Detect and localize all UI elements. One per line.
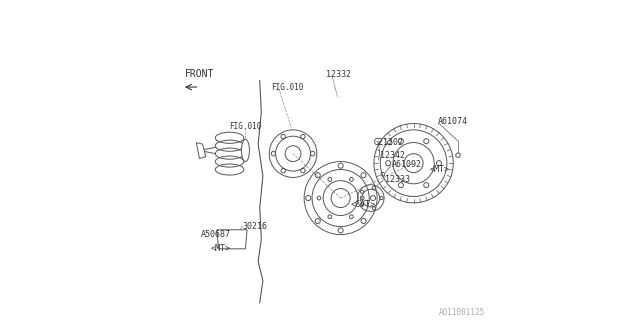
Circle shape	[381, 172, 385, 176]
Text: 12333: 12333	[385, 174, 410, 184]
Circle shape	[218, 232, 223, 237]
Text: FRONT: FRONT	[185, 69, 214, 79]
Polygon shape	[196, 142, 206, 158]
Text: 12332: 12332	[326, 70, 351, 79]
Text: <MT>: <MT>	[211, 244, 230, 253]
Text: A50687: A50687	[201, 230, 231, 239]
Text: <CVT>: <CVT>	[351, 200, 376, 209]
Ellipse shape	[241, 140, 250, 162]
Text: <MT>: <MT>	[429, 165, 449, 174]
Text: 30216: 30216	[243, 222, 268, 231]
Text: A61074: A61074	[437, 117, 467, 126]
Text: A61092: A61092	[392, 160, 421, 169]
Circle shape	[388, 140, 392, 145]
Text: FIG.010: FIG.010	[271, 83, 303, 92]
Circle shape	[456, 153, 460, 157]
Text: 12342: 12342	[380, 151, 404, 160]
Text: G21202: G21202	[374, 138, 404, 147]
Polygon shape	[217, 230, 247, 249]
Text: FIG.010: FIG.010	[230, 122, 262, 131]
Text: A011001125: A011001125	[439, 308, 485, 317]
